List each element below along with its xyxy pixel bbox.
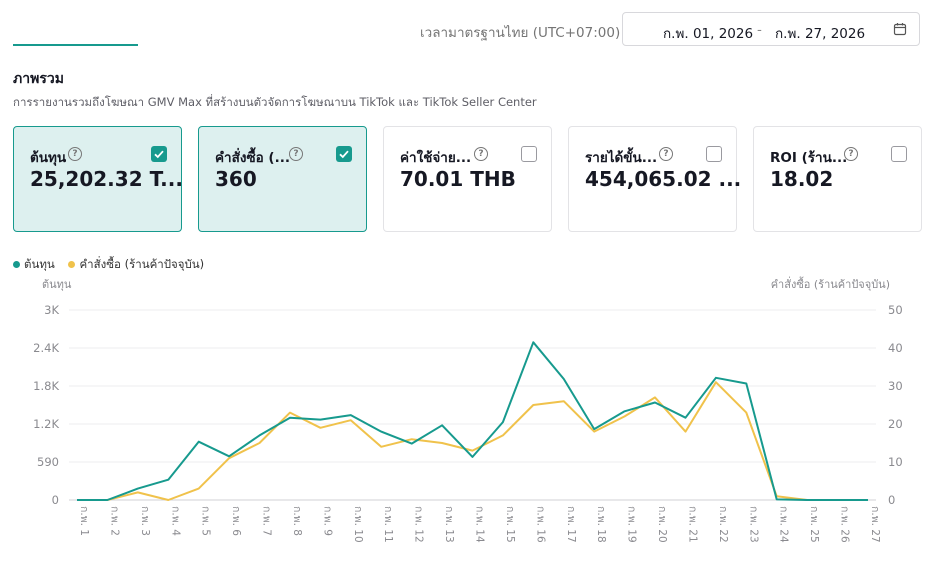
right-tick-label: 30 — [888, 379, 903, 393]
date-start: ก.พ. 01, 2026 — [663, 26, 754, 42]
left-axis-title: ต้นทุน — [42, 278, 72, 291]
x-tick-label: ก.พ. 27 — [869, 506, 881, 543]
x-tick-label: ก.พ. 8 — [291, 506, 303, 536]
x-tick-label: ก.พ. 25 — [808, 506, 820, 543]
x-tick-label: ก.พ. 16 — [534, 506, 546, 543]
x-tick-label: ก.พ. 18 — [595, 506, 607, 543]
left-tick-label: 2.4K — [33, 341, 59, 355]
left-tick-label: 590 — [37, 455, 59, 469]
legend-dot-icon — [68, 261, 76, 268]
metric-checkbox[interactable] — [336, 146, 352, 162]
metric-value: 454,065.02 ... — [585, 167, 742, 191]
metric-card-cost[interactable]: ต้นทุน ? 25,202.32 T... — [13, 126, 183, 232]
x-tick-label: ก.พ. 4 — [169, 506, 181, 536]
calendar-icon[interactable] — [893, 22, 907, 40]
active-tab-indicator — [13, 44, 138, 46]
chart-legend: ต้นทุน คำสั่งซื้อ (ร้านค้าปัจจุบัน) — [13, 256, 214, 274]
metric-value: 70.01 THB — [400, 167, 516, 191]
legend-item-orders[interactable]: คำสั่งซื้อ (ร้านค้าปัจจุบัน) — [68, 257, 204, 271]
help-icon[interactable]: ? — [659, 147, 673, 161]
right-tick-label: 40 — [888, 341, 903, 355]
x-tick-label: ก.พ. 5 — [200, 506, 212, 536]
date-end: ก.พ. 27, 2026 — [775, 26, 866, 42]
right-tick-label: 0 — [888, 493, 895, 507]
x-tick-label: ก.พ. 7 — [261, 506, 273, 536]
x-tick-label: ก.พ. 21 — [686, 506, 698, 543]
left-tick-label: 1.2K — [33, 417, 59, 431]
right-axis-title: คำสั่งซื้อ (ร้านค้าปัจจุบัน) — [771, 276, 890, 291]
metric-checkbox[interactable] — [891, 146, 907, 162]
metric-card-revenue[interactable]: รายได้ขั้น... ? 454,065.02 ... — [568, 126, 741, 232]
help-icon[interactable]: ? — [844, 147, 858, 161]
x-tick-label: ก.พ. 20 — [656, 506, 668, 543]
right-tick-label: 20 — [888, 417, 903, 431]
help-icon[interactable]: ? — [474, 147, 488, 161]
date-separator: - — [757, 22, 762, 38]
x-tick-label: ก.พ. 17 — [565, 506, 577, 543]
x-tick-label: ก.พ. 19 — [626, 506, 638, 543]
metric-label: คำสั่งซื้อ (... — [215, 150, 290, 166]
x-tick-label: ก.พ. 12 — [413, 506, 425, 543]
series-line-cost — [77, 341, 868, 501]
metric-checkbox[interactable] — [706, 146, 722, 162]
x-tick-label: ก.พ. 1 — [78, 506, 90, 536]
x-tick-label: ก.พ. 11 — [382, 506, 394, 543]
x-tick-label: ก.พ. 24 — [778, 506, 790, 543]
x-tick-label: ก.พ. 14 — [474, 506, 486, 543]
right-tick-label: 10 — [888, 455, 903, 469]
right-tick-label: 50 — [888, 303, 903, 317]
series-line-orders — [77, 381, 868, 501]
x-tick-label: ก.พ. 3 — [139, 506, 151, 536]
metric-label: ROI (ร้าน... — [770, 150, 848, 166]
legend-label: ต้นทุน — [24, 257, 55, 271]
x-tick-label: ก.พ. 23 — [747, 506, 759, 543]
date-range-picker[interactable]: ก.พ. 01, 2026 - ก.พ. 27, 2026 — [622, 12, 920, 46]
x-tick-label: ก.พ. 22 — [717, 506, 729, 543]
metric-card-roi[interactable]: ROI (ร้าน... ? 18.02 — [753, 126, 922, 232]
metric-card-expense[interactable]: ค่าใช้จ่าย... ? 70.01 THB — [383, 126, 552, 232]
help-icon[interactable]: ? — [68, 147, 82, 161]
x-tick-label: ก.พ. 10 — [352, 506, 364, 543]
metric-value: 25,202.32 T... — [30, 167, 183, 191]
timezone-label: เวลามาตรฐานไทย (UTC+07:00) — [420, 25, 621, 41]
line-chart: ต้นทุน คำสั่งซื้อ (ร้านค้าปัจจุบัน) 0 0 590 1… — [33, 276, 903, 543]
metric-value: 18.02 — [770, 167, 834, 191]
metric-card-orders[interactable]: คำสั่งซื้อ (... ? 360 — [198, 126, 367, 232]
help-icon[interactable]: ? — [289, 147, 303, 161]
metric-label: ค่าใช้จ่าย... — [400, 150, 472, 166]
left-tick-label: 0 — [52, 493, 59, 507]
x-tick-label: ก.พ. 6 — [230, 506, 242, 536]
metric-checkbox[interactable] — [151, 146, 167, 162]
x-tick-label: ก.พ. 9 — [321, 506, 333, 536]
metric-checkbox[interactable] — [521, 146, 537, 162]
x-tick-label: ก.พ. 15 — [504, 506, 516, 543]
overview-title: ภาพรวม — [13, 71, 64, 87]
x-tick-label: ก.พ. 2 — [108, 506, 120, 536]
x-tick-label: ก.พ. 26 — [839, 506, 851, 543]
legend-dot-icon — [13, 261, 20, 268]
metric-value: 360 — [215, 167, 257, 191]
metric-label: ต้นทุน — [30, 150, 67, 166]
legend-label: คำสั่งซื้อ (ร้านค้าปัจจุบัน) — [79, 257, 205, 271]
legend-item-cost[interactable]: ต้นทุน — [13, 257, 58, 271]
metric-label: รายได้ขั้น... — [585, 150, 658, 166]
overview-subtitle: การรายงานรวมถึงโฆษณา GMV Max ที่สร้างบนต… — [13, 95, 537, 109]
x-tick-label: ก.พ. 13 — [443, 506, 455, 543]
left-tick-label: 3K — [44, 303, 59, 317]
left-tick-label: 1.8K — [33, 379, 59, 393]
